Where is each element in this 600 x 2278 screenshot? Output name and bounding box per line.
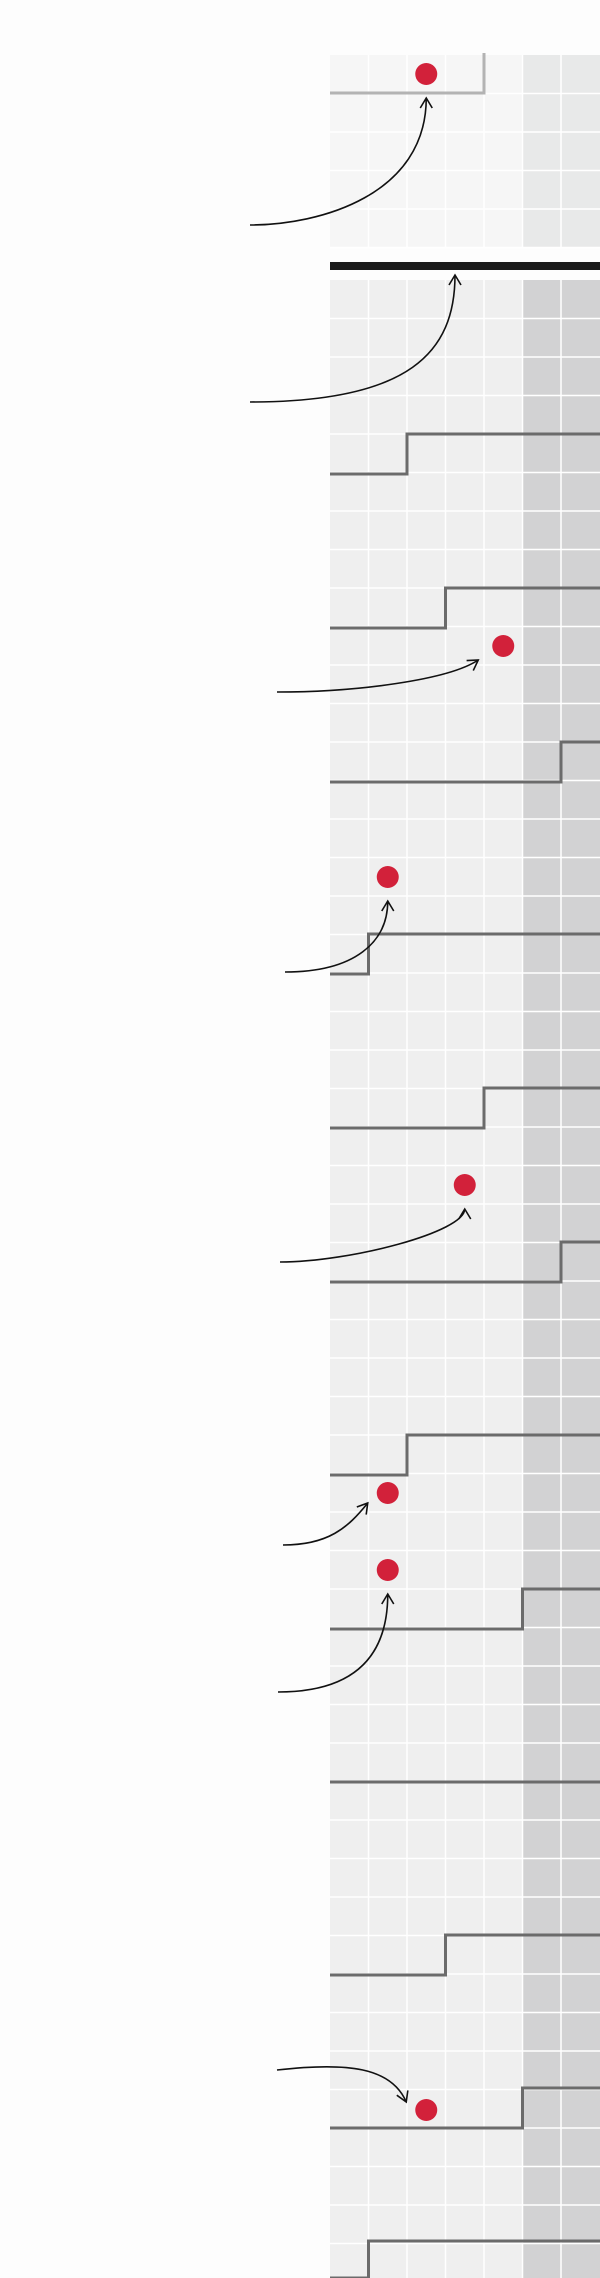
marker-r12: [415, 2099, 438, 2121]
step-line-r6: [330, 1086, 600, 1130]
step-line-r2: [330, 432, 600, 476]
step-lines: [330, 53, 600, 2278]
arrow-r9: [277, 1592, 395, 1693]
step-line-r8: [330, 1433, 600, 1477]
grid-lines: [330, 55, 600, 2278]
grid-column: [445, 280, 484, 2278]
step-line-r13: [330, 2239, 600, 2278]
arrow-r5: [284, 899, 395, 973]
grid-background: [330, 55, 600, 2278]
divider-bar: [330, 262, 600, 270]
arrow-r7: [279, 1207, 472, 1263]
step-line-r0: [330, 53, 486, 95]
marker-r3: [492, 635, 515, 657]
arrow-r12: [276, 2065, 409, 2104]
marker-r7: [453, 1174, 476, 1196]
step-line-r4: [330, 740, 600, 784]
grid-column-shaded: [522, 280, 561, 2278]
annotation-arrows: [249, 96, 480, 2104]
marker-r0: [415, 63, 438, 85]
grid-column-shaded: [522, 55, 561, 248]
step-line-r9: [330, 1587, 600, 1631]
grid-column: [368, 280, 407, 2278]
grid-column-shaded: [561, 280, 600, 2278]
step-line-r3: [330, 586, 600, 630]
marker-r9: [376, 1559, 399, 1581]
step-line-r12: [330, 2086, 600, 2130]
marker-r8: [376, 1482, 399, 1504]
grid-column: [445, 55, 484, 248]
divider: [330, 262, 600, 270]
step-line-r7: [330, 1240, 600, 1284]
grid-column-shaded: [561, 55, 600, 248]
grid-column: [484, 280, 523, 2278]
markers: [376, 63, 515, 2121]
grid-column: [330, 55, 369, 248]
grid-column: [368, 55, 407, 248]
step-line-r5: [330, 932, 600, 976]
grid-column: [330, 280, 369, 2278]
step-line-r11: [330, 1933, 600, 1977]
grid-column: [484, 55, 523, 248]
arrow-r3: [276, 659, 480, 693]
arrow-r0: [249, 96, 433, 226]
arrow-r1: [249, 273, 462, 403]
marker-r5: [376, 866, 399, 888]
arrow-r8: [282, 1501, 369, 1546]
grid-column: [407, 280, 446, 2278]
